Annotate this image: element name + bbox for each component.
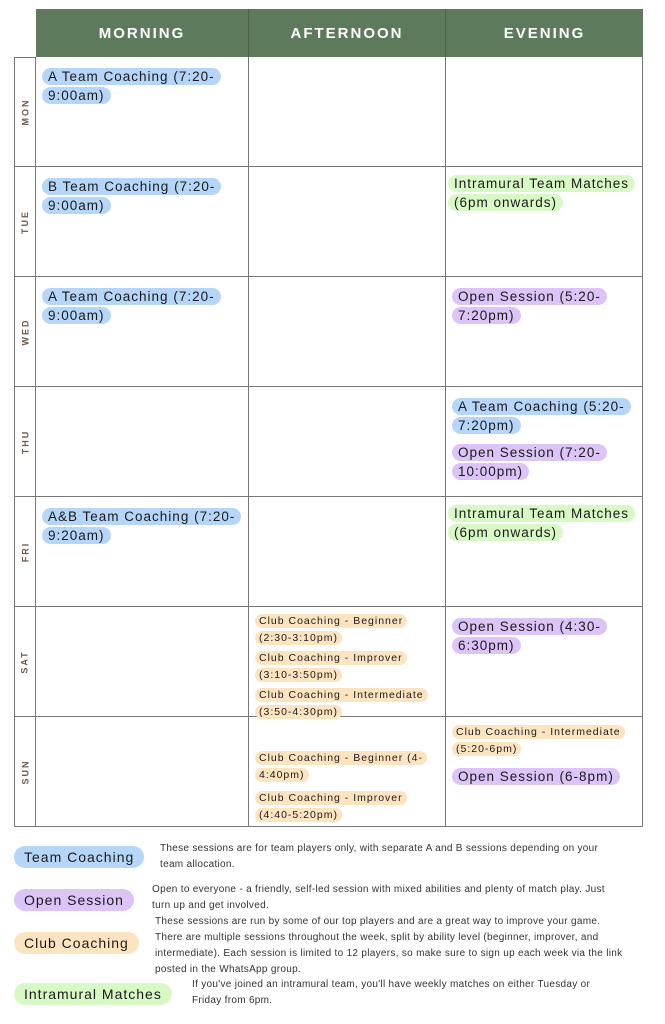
session-text: B Team Coaching (7:20-9:00am) <box>42 178 222 214</box>
day-label-text: MON <box>20 98 30 126</box>
session-text: A Team Coaching (7:20-9:00am) <box>42 68 221 104</box>
session-text: A Team Coaching (5:20-7:20pm) <box>452 398 631 434</box>
schedule-cell <box>249 497 446 607</box>
schedule-cell <box>36 607 249 717</box>
day-label: FRI <box>14 497 36 607</box>
legend-description: Open to everyone - a friendly, self-led … <box>152 884 605 911</box>
schedule-cell: Open Session (5:20-7:20pm) <box>446 277 643 387</box>
schedule-cell <box>249 277 446 387</box>
session-text: Intramural Team Matches (6pm onwards) <box>448 505 636 541</box>
session-chip-club: Club Coaching - Improver (4:40-5:20pm) <box>255 789 439 823</box>
header-afternoon: AFTERNOON <box>249 9 446 57</box>
session-text: A&B Team Coaching (7:20-9:20am) <box>42 508 242 544</box>
session-chip-club: Club Coaching - Intermediate (5:20-6pm) <box>452 723 636 757</box>
schedule-cell: Intramural Team Matches (6pm onwards) <box>446 497 643 607</box>
schedule-cell <box>36 717 249 827</box>
session-text: Club Coaching - Intermediate (5:20-6pm) <box>452 725 625 756</box>
schedule-cell: A Team Coaching (7:20-9:00am) <box>36 277 249 387</box>
schedule-cell <box>249 57 446 167</box>
schedule-cell <box>249 167 446 277</box>
session-chip-open: Open Session (5:20-7:20pm) <box>452 287 636 325</box>
session-text: Open Session (4:30-6:30pm) <box>452 618 607 654</box>
session-chip-team: A&B Team Coaching (7:20-9:20am) <box>42 507 242 545</box>
session-chip-club: Club Coaching - Beginner (4-4:40pm) <box>255 749 439 783</box>
session-chip-open: Open Session (6-8pm) <box>452 767 636 786</box>
schedule-cell: A Team Coaching (5:20-7:20pm) Open Sessio… <box>446 387 643 497</box>
day-row-sat: SAT Club Coaching - Beginner (2:30-3:10pm… <box>14 607 643 720</box>
legend-item-club: Club Coaching These sessions are run by s… <box>14 916 622 975</box>
legend-description: If you've joined an intramural team, you… <box>192 979 591 1006</box>
schedule-cell <box>36 387 249 497</box>
day-label: SUN <box>14 717 36 827</box>
day-label: TUE <box>14 167 36 277</box>
session-chip-team: A Team Coaching (7:20-9:00am) <box>42 67 242 105</box>
schedule-cell: Club Coaching - Beginner (2:30-3:10pm) Cl… <box>249 607 446 720</box>
session-chip-open: Open Session (7:20-10:00pm) <box>452 443 636 481</box>
schedule-cell: B Team Coaching (7:20-9:00am) <box>36 167 249 277</box>
day-label-text: SUN <box>20 758 31 785</box>
day-row-fri: FRI A&B Team Coaching (7:20-9:20am) Intram… <box>14 497 643 607</box>
day-label: WED <box>14 277 36 387</box>
schedule-cell: Club Coaching - Intermediate (5:20-6pm) O… <box>446 717 643 827</box>
session-chip-club: Club Coaching - Beginner (2:30-3:10pm) <box>255 612 439 646</box>
schedule-cell: A&B Team Coaching (7:20-9:20am) <box>36 497 249 607</box>
session-text: Club Coaching - Beginner (2:30-3:10pm) <box>255 614 408 645</box>
schedule-cell: A Team Coaching (7:20-9:00am) <box>36 57 249 167</box>
session-chip-team: B Team Coaching (7:20-9:00am) <box>42 177 242 215</box>
session-text: A Team Coaching (7:20-9:00am) <box>42 288 221 324</box>
day-label-text: WED <box>20 318 30 345</box>
session-text: Club Coaching - Beginner (4-4:40pm) <box>255 751 427 782</box>
schedule-cell <box>249 387 446 497</box>
session-chip-team: A Team Coaching (7:20-9:00am) <box>42 287 242 325</box>
day-row-mon: MON A Team Coaching (7:20-9:00am) <box>14 57 643 167</box>
session-text: Club Coaching - Improver (3:10-3:50pm) <box>255 651 407 682</box>
legend-description: These sessions are run by some of our to… <box>155 916 623 975</box>
day-row-wed: WED A Team Coaching (7:20-9:00am) Open Ses… <box>14 277 643 387</box>
legend-pill: Club Coaching <box>14 932 139 954</box>
schedule-cell <box>446 57 643 167</box>
session-text: Club Coaching - Improver (4:40-5:20pm) <box>255 791 407 822</box>
session-text: Open Session (7:20-10:00pm) <box>452 444 607 480</box>
session-text: Club Coaching - Intermediate (3:50-4:30p… <box>255 688 428 719</box>
schedule-cell: Intramural Team Matches (6pm onwards) <box>446 167 643 277</box>
day-label-text: TUE <box>20 209 30 234</box>
legend-item-open: Open Session Open to everyone - a friendl… <box>14 884 605 911</box>
schedule-cell: Club Coaching - Beginner (4-4:40pm) Club … <box>249 717 446 827</box>
day-label-text: THU <box>20 429 30 454</box>
day-row-sun: SUN Club Coaching - Beginner (4-4:40pm) Cl… <box>14 717 643 827</box>
day-label-text: FRI <box>20 541 30 562</box>
legend-item-intra: Intramural Matches If you've joined an in… <box>14 979 590 1006</box>
legend-pill: Intramural Matches <box>14 983 172 1005</box>
schedule-cell: Open Session (4:30-6:30pm) <box>446 607 643 717</box>
schedule-header: MORNING AFTERNOON EVENING <box>36 9 643 57</box>
day-label-text: SAT <box>20 649 30 674</box>
session-chip-intra: Intramural Team Matches (6pm onwards) <box>448 174 636 212</box>
schedule-grid: MON A Team Coaching (7:20-9:00am) TUE B Tea… <box>14 57 643 827</box>
day-label: THU <box>14 387 36 497</box>
session-text: Intramural Team Matches (6pm onwards) <box>448 175 636 211</box>
legend-description: These sessions are for team players only… <box>160 843 599 870</box>
session-text: Open Session (5:20-7:20pm) <box>452 288 607 324</box>
day-row-tue: TUE B Team Coaching (7:20-9:00am) Intramur… <box>14 167 643 277</box>
session-chip-club: Club Coaching - Intermediate (3:50-4:30p… <box>255 686 439 720</box>
legend-pill: Open Session <box>14 889 134 911</box>
day-label: MON <box>14 57 36 167</box>
legend-item-team: Team Coaching These sessions are for team… <box>14 843 598 870</box>
session-chip-intra: Intramural Team Matches (6pm onwards) <box>448 504 636 542</box>
session-chip-club: Club Coaching - Improver (3:10-3:50pm) <box>255 649 439 683</box>
day-row-thu: THU A Team Coaching (5:20-7:20pm) Open Ses… <box>14 387 643 497</box>
legend-pill: Team Coaching <box>14 846 145 868</box>
header-morning: MORNING <box>36 9 249 57</box>
session-chip-open: Open Session (4:30-6:30pm) <box>452 617 636 655</box>
session-text: Open Session (6-8pm) <box>452 768 620 785</box>
day-label: SAT <box>14 607 36 717</box>
header-evening: EVENING <box>503 24 586 42</box>
session-chip-team: A Team Coaching (5:20-7:20pm) <box>452 397 636 435</box>
